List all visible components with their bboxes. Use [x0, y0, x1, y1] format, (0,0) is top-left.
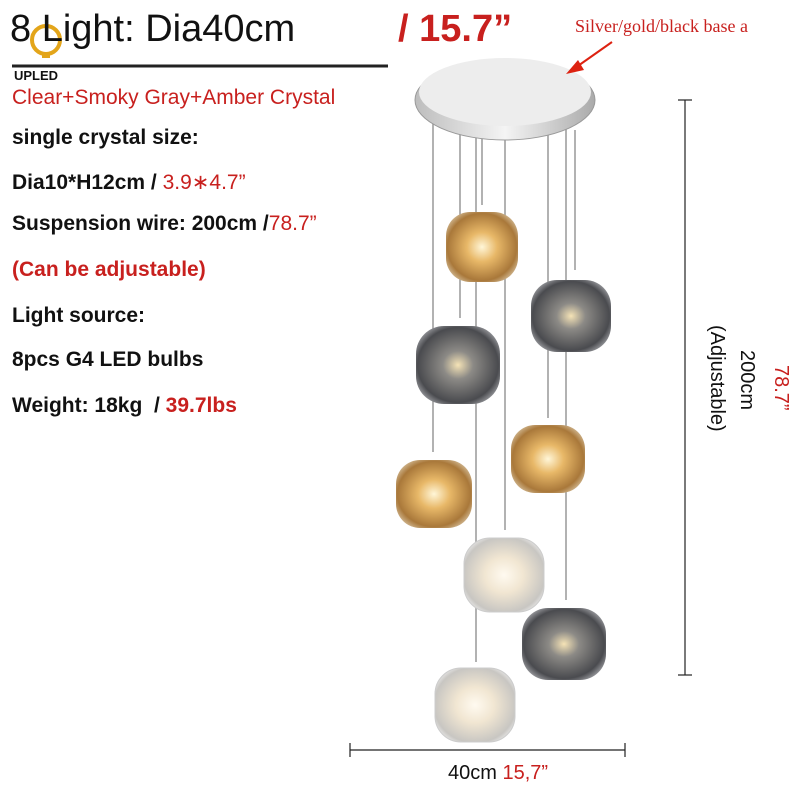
spec-imperial: 78.7” — [268, 212, 317, 235]
plate-top — [419, 58, 591, 126]
crystal-types: Clear+Smoky Gray+Amber Crystal — [12, 86, 336, 109]
adjustable-note: (Can be adjustable) — [12, 258, 206, 281]
base-note: Silver/gold/black base a — [575, 16, 748, 36]
width-metric: 40cm — [448, 762, 497, 784]
height-note: (Adjustable) — [706, 325, 728, 432]
dimension-lines — [12, 64, 692, 757]
title: 8 Light: Dia40cm — [10, 8, 296, 50]
width-label: 40cm 15,7” — [448, 762, 548, 785]
pendants — [396, 212, 611, 743]
spec-line: Light source: — [12, 304, 146, 327]
width-imperial: 15,7” — [502, 762, 549, 784]
spec-line: single crystal size: — [12, 126, 199, 149]
spec-line: Suspension wire: 200cm /78.7” — [12, 212, 317, 236]
height-imperial: 78.7” — [770, 365, 792, 411]
logo-icon — [30, 24, 62, 58]
spec-imperial: 39.7lbs — [165, 394, 237, 417]
title-imperial: / 15.7” — [398, 8, 513, 50]
spec-line: Dia10*H12cm / 3.9∗4.7” — [12, 170, 246, 195]
logo: UPLED — [14, 68, 59, 83]
spec-imperial: 3.9∗4.7” — [162, 171, 246, 194]
spec-text: Dia10*H12cm / — [12, 171, 157, 194]
spec-text: Suspension wire: 200cm / — [12, 212, 269, 235]
arrow — [566, 41, 613, 74]
spec-line: Weight: 18kg / 39.7lbs — [12, 394, 237, 418]
height-metric: 200cm — [736, 350, 758, 411]
spec-text: Weight: 18kg / — [12, 394, 160, 417]
spec-line: 8pcs G4 LED bulbs — [12, 348, 204, 371]
